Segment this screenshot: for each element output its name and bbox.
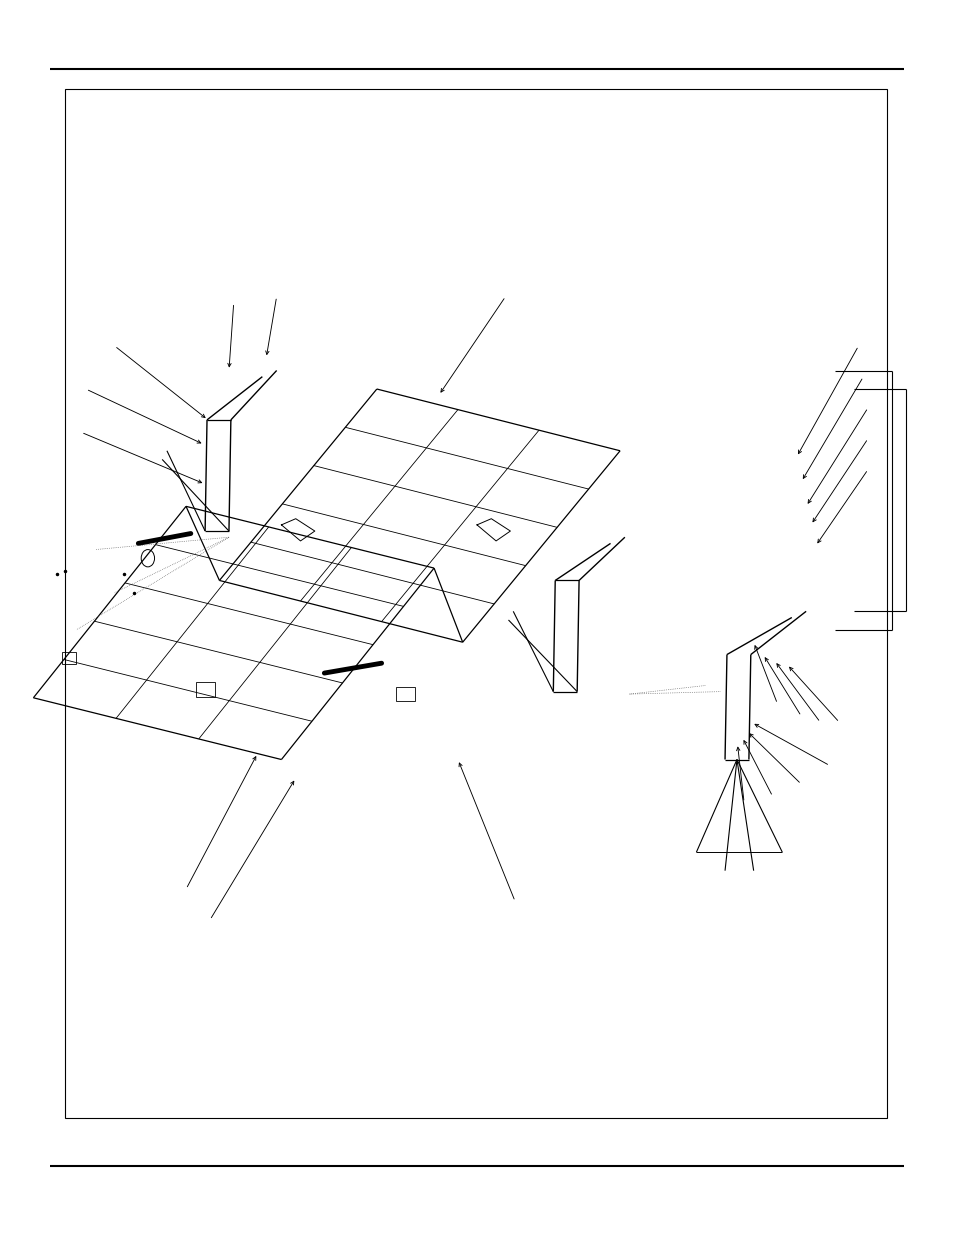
Bar (395, 687, 415, 701)
Bar (65, 89, 886, 1118)
Bar (62, 652, 76, 664)
Bar (195, 682, 214, 697)
